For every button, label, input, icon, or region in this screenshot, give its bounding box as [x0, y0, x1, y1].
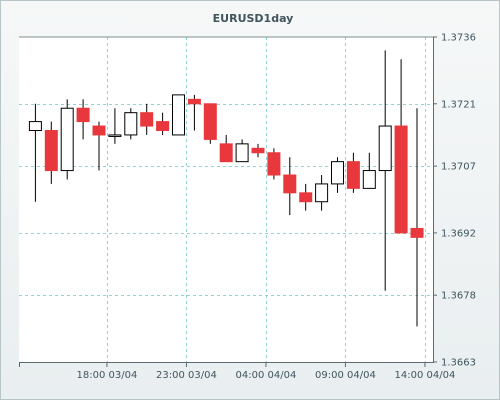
candle	[76, 99, 90, 140]
candle	[187, 94, 201, 131]
candle	[28, 103, 42, 202]
candle	[44, 121, 58, 184]
candle	[124, 108, 138, 140]
x-tick-label: 23:00 03/04	[156, 370, 217, 381]
candle	[378, 50, 392, 291]
y-tick-label: 1.3678	[441, 291, 476, 302]
candle-body	[124, 112, 138, 136]
candle	[315, 175, 329, 211]
y-tick-label: 1.3721	[441, 99, 476, 110]
candle-body	[346, 161, 360, 189]
y-tick-label: 1.3736	[441, 33, 476, 44]
y-tick-label: 1.3707	[441, 162, 476, 173]
candle-body	[76, 107, 90, 123]
candle-body	[362, 170, 376, 189]
candle-body	[378, 125, 392, 172]
candle	[251, 143, 265, 158]
candle	[108, 108, 122, 144]
candle	[203, 103, 217, 144]
candle	[156, 112, 170, 135]
grid-lines	[19, 37, 433, 362]
candle-body	[187, 98, 201, 105]
chart-title: EURUSD1day	[213, 12, 294, 25]
y-tick-label: 1.3692	[441, 228, 476, 239]
candle	[235, 139, 249, 163]
candle	[362, 152, 376, 189]
candle-body	[235, 143, 249, 163]
candle-body	[60, 107, 74, 172]
candle-body	[394, 125, 408, 234]
candle	[92, 121, 106, 171]
candle-body	[219, 143, 233, 163]
x-axis-ticks: 18:00 03/04 23:00 03/04 04:00 04/04 09:00 0…	[19, 362, 456, 381]
x-tick-label: 04:00 04/04	[236, 370, 297, 381]
candle-body	[331, 161, 344, 185]
candle-body	[108, 134, 122, 137]
x-tick-label: 18:00 03/04	[77, 370, 138, 381]
candle-body	[156, 121, 170, 131]
candle	[60, 99, 74, 180]
y-tick-label: 1.3663	[441, 358, 476, 369]
candle	[267, 148, 281, 180]
candle-body	[267, 152, 281, 176]
candle-body	[299, 192, 313, 203]
candle-body	[283, 174, 297, 194]
candle-body	[251, 147, 265, 154]
axes	[19, 36, 434, 363]
x-tick-label: 09:00 04/04	[315, 370, 376, 381]
candle-body	[140, 112, 154, 127]
candle	[283, 157, 297, 216]
candle-body	[92, 125, 106, 136]
candle	[299, 183, 313, 211]
candle	[140, 103, 154, 135]
candle-body	[315, 183, 329, 203]
candle	[394, 59, 408, 234]
candles	[28, 50, 424, 327]
candle-body	[172, 94, 185, 136]
candle-body	[203, 103, 217, 140]
y-axis-ticks: 1.3736 1.3721 1.3707 1.3692 1.3678 1.3663	[433, 33, 476, 369]
candle-body	[28, 121, 42, 131]
candle	[410, 108, 424, 327]
candle-body	[410, 227, 424, 238]
candle	[219, 134, 233, 163]
x-tick-label: 14:00 04/04	[395, 370, 456, 381]
candle	[346, 152, 360, 193]
candle	[331, 157, 344, 193]
candle	[172, 94, 185, 136]
plot-area	[19, 37, 433, 362]
candle-body	[44, 129, 58, 172]
